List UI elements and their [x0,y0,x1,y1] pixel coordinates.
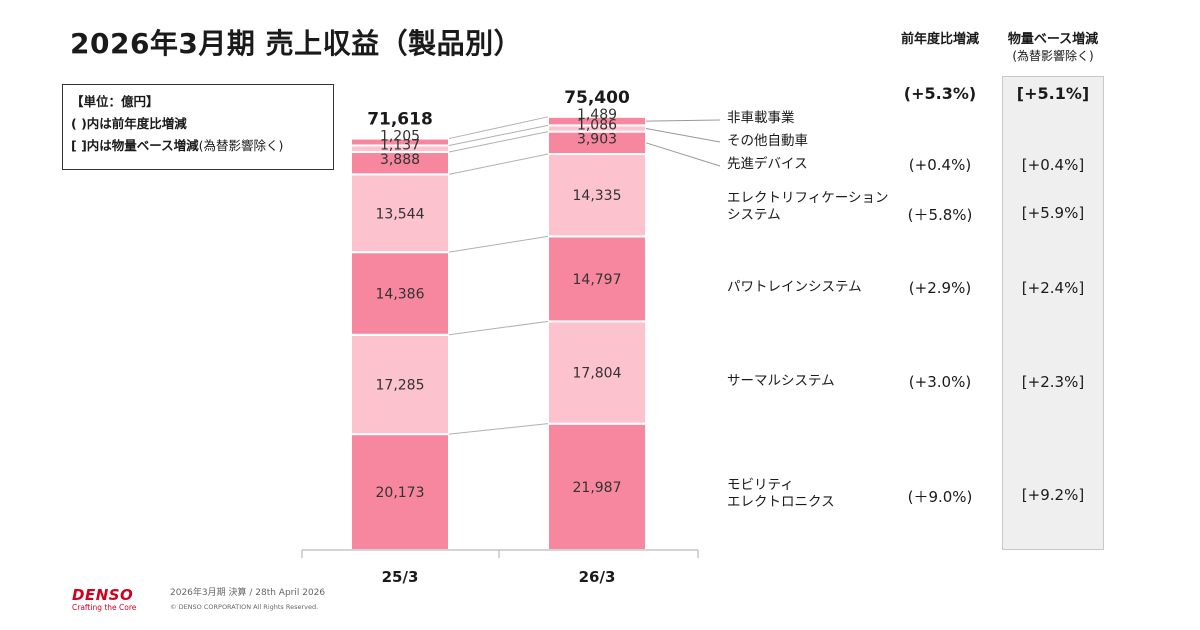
segment-label-powertrain: パワトレインシステム [727,279,862,295]
advanced-devices-yoy: (+0.4%) [908,156,972,174]
segment-value-label: 14,386 [376,286,425,302]
bar-segment [547,320,647,425]
segment-value-label: 1,086 [577,117,617,133]
footer-info: 2026年3月期 決算 / 28th April 2026 © DENSO CO… [170,586,325,614]
bar-segment [350,333,450,436]
volume-note-line: [ ]内は物量ベース増減(為替影響除く) [71,138,284,153]
bar-segment [547,235,647,323]
volume-header-label: 物量ベース増減 [1007,32,1099,47]
advanced-devices-volume: [+0.4%] [1021,156,1085,174]
segment-value-label: 21,987 [573,480,622,496]
segment-value-label: 17,804 [573,366,622,382]
connector-line [448,153,549,175]
connector-line [448,131,549,153]
segment-value-label: 1,205 [380,129,420,145]
segment-value-label: 13,544 [376,206,425,222]
mobility-electronics-yoy: (＋9.0%) [907,488,973,506]
segment-label-mobility-electronics: モビリティ エレクトロニクス [727,477,835,510]
logo-wordmark: DENSO [72,586,134,604]
bar-total-label: 75,400 [564,88,630,108]
segment-value-label: 20,173 [376,485,425,501]
category-label: 26/3 [579,568,616,586]
leader-line [645,142,721,167]
mobility-electronics-volume: [+9.2%] [1021,486,1085,504]
segment-value-label: 3,903 [577,132,617,148]
bar-total-label: 71,618 [367,110,433,130]
total-yoy-change: (+5.3%) [903,84,977,103]
segment-value-label: 17,285 [376,377,425,393]
segment-value-label: 14,335 [573,188,622,204]
total-volume-change: [+5.1%] [1016,84,1090,103]
bar-segment [350,137,450,147]
segment-label-non-automotive: 非車載事業 [727,110,795,126]
segment-label-advanced-devices: 先進デバイス [727,156,808,172]
page-title: 2026年3月期 売上収益（製品別） [70,27,523,60]
yoy-header-label: 前年度比増減 [900,32,979,47]
logo-tagline: Crafting the Core [72,603,137,612]
volume-column-header: 物量ベース増減 (為替影響除く) [996,28,1110,64]
connector-line [448,116,549,140]
bar-segment [350,251,450,336]
segment-value-label: 3,888 [380,152,420,168]
unit-line: 【単位：億円】 [71,94,159,109]
denso-logo: DENSO Crafting the Core [72,586,136,612]
volume-column-box [1002,76,1104,550]
segment-label-electrification: エレクトリフィケーション システム [727,190,889,223]
powertrain-yoy: (+2.9%) [908,279,972,297]
connector-line [448,235,549,253]
leader-line [645,128,721,143]
leader-line [645,119,721,122]
powertrain-volume: [+2.4%] [1021,279,1085,297]
segment-value-label: 14,797 [573,272,622,288]
yoy-note-line: ( )内は前年度比増減 [71,116,187,131]
connector-line [448,423,549,435]
footer-copyright: © DENSO CORPORATION All Rights Reserved. [170,603,319,611]
footer-report-info: 2026年3月期 決算 / 28th April 2026 [170,588,326,598]
bar-segment [547,115,647,127]
bar-segment [547,422,647,552]
connector-line [448,320,549,336]
segment-value-label: 1,489 [577,107,617,123]
segment-label-other-automotive: その他自動車 [727,133,808,149]
yoy-column-header: 前年度比増減 [885,28,995,47]
category-label: 25/3 [382,568,419,586]
thermal-yoy: (+3.0%) [908,373,972,391]
unit-legend-box: 【単位：億円】 ( )内は前年度比増減 [ ]内は物量ベース増減(為替影響除く) [62,84,334,170]
bar-segment [350,173,450,254]
volume-header-sub: (為替影響除く) [1012,49,1094,63]
thermal-volume: [+2.3%] [1021,373,1085,391]
segment-label-thermal: サーマルシステム [727,373,835,389]
segment-value-label: 1,137 [380,137,420,153]
electrification-volume: [+5.9%] [1021,204,1085,222]
connector-line [448,124,549,146]
electrification-yoy: (＋5.8%) [907,206,973,224]
